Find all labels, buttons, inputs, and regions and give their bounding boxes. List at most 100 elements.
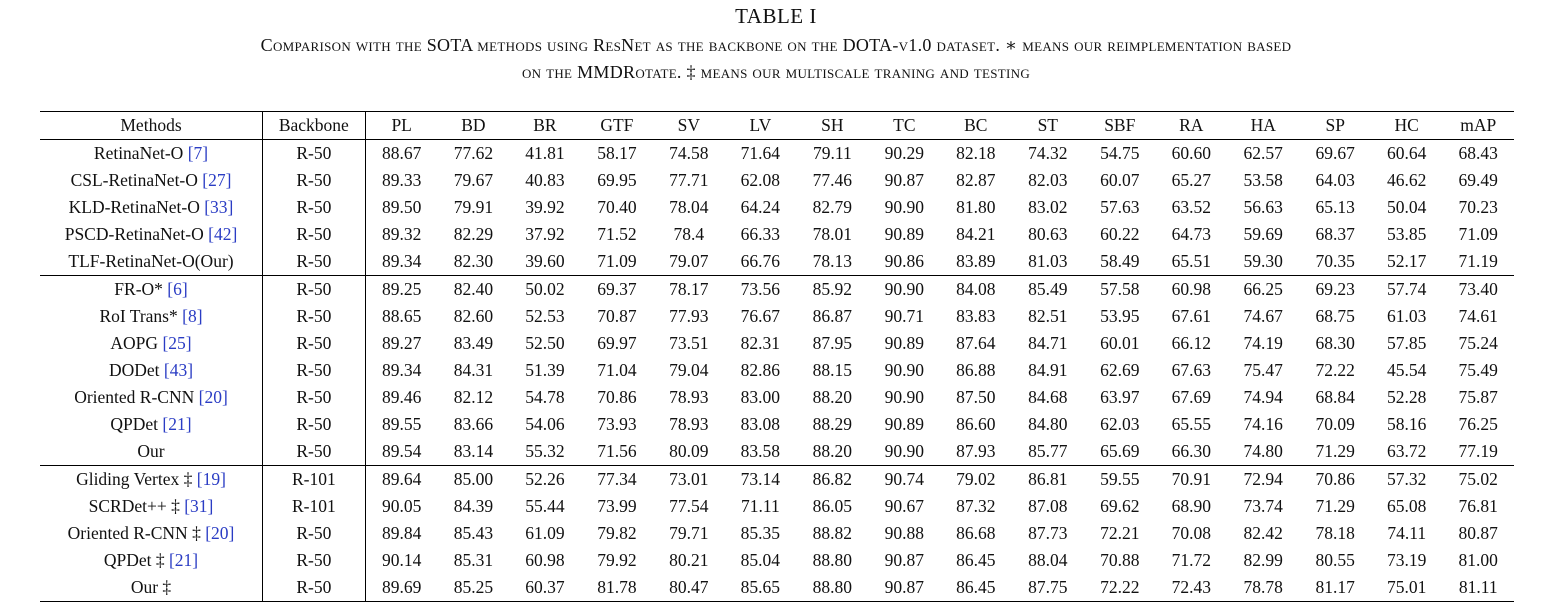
value-cell: 87.50 [956,387,996,407]
value-cell: 78.78 [1243,577,1283,597]
table-row: Oriented R-CNN ‡ [20] R-50 89.84 85.43 61.09… [40,520,1514,547]
value-cell: 90.89 [884,414,924,434]
value-cell: 79.92 [597,550,637,570]
value-cell: 60.64 [1387,143,1427,163]
value-cell: 82.12 [453,387,494,407]
value-cell: 53.95 [1100,306,1140,326]
citation-link[interactable]: [21] [168,550,199,570]
map-cell: 81.00 [1458,550,1498,570]
value-cell: 53.85 [1387,224,1427,244]
method-cell: KLD-RetinaNet-O [33] [40,194,263,221]
value-cell: 64.24 [740,197,781,217]
value-cell: 85.65 [740,577,781,597]
value-cell: 52.26 [525,469,565,489]
backbone-cell: R-50 [262,547,366,574]
method-cell: Gliding Vertex ‡ [19] [40,465,263,493]
value-cell: 90.05 [381,496,422,516]
value-cell: 85.25 [453,577,494,597]
value-cell: 74.94 [1243,387,1283,407]
value-cell: 75.01 [1387,577,1427,597]
value-cell: 88.20 [812,387,853,407]
value-cell: 71.11 [740,496,780,516]
value-cell: 83.14 [453,441,494,461]
citation-link[interactable]: [6] [167,279,188,299]
value-cell: 84.21 [956,224,996,244]
citation-link[interactable]: [25] [162,333,192,353]
value-cell: 87.64 [956,333,996,353]
citation-link[interactable]: [20] [205,523,235,543]
value-cell: 60.22 [1100,224,1140,244]
citation-link[interactable]: [21] [162,414,192,434]
table-label: TABLE I [735,4,817,28]
value-cell: 87.32 [956,496,996,516]
value-cell: 84.39 [453,496,494,516]
value-cell: 89.64 [381,469,422,489]
value-cell: 80.63 [1028,224,1068,244]
citation-link[interactable]: [42] [208,224,238,244]
value-cell: 75.47 [1243,360,1283,380]
value-cell: 86.81 [1028,469,1068,489]
value-cell: 73.01 [669,469,709,489]
map-cell: 75.24 [1458,333,1498,353]
value-cell: 78.04 [669,197,709,217]
value-cell: 72.22 [1100,577,1140,597]
map-cell: 77.19 [1458,441,1498,461]
table-row: RoI Trans* [8] R-50 88.65 82.60 52.53 70.87 77… [40,303,1514,330]
value-cell: 88.20 [812,441,853,461]
value-cell: 73.56 [740,279,781,299]
value-cell: 78.93 [669,414,709,434]
citation-link[interactable]: [43] [163,360,194,380]
backbone-cell: R-50 [262,167,366,194]
value-cell: 70.91 [1171,469,1211,489]
value-cell: 83.89 [956,251,996,271]
method-cell: RetinaNet-O [7] [40,139,263,167]
value-cell: 70.40 [597,197,637,217]
table-row: PSCD-RetinaNet-O [42] R-50 89.32 82.29 37.92… [40,221,1514,248]
value-cell: 82.60 [453,306,494,326]
map-cell: 76.25 [1458,414,1498,434]
citation-link[interactable]: [19] [196,469,226,489]
method-cell: Our ‡ [40,574,263,602]
backbone-cell: R-50 [262,520,366,547]
citation-link[interactable]: [33] [204,197,234,217]
caption-line-2: on the MMDRotate. ‡ means our multiscale… [521,62,1031,82]
value-cell: 50.02 [525,279,565,299]
citation-link[interactable]: [7] [187,143,209,163]
value-cell: 81.80 [956,197,996,217]
citation-link[interactable]: [31] [184,496,214,516]
value-cell: 80.09 [669,441,709,461]
value-cell: 69.95 [597,170,637,190]
value-cell: 90.90 [884,360,924,380]
value-cell: 89.34 [381,251,422,271]
map-cell: 81.11 [1458,577,1498,597]
citation-link[interactable]: [8] [182,306,203,326]
value-cell: 87.08 [1028,496,1068,516]
column-header: SH [821,115,844,135]
value-cell: 79.07 [669,251,709,271]
map-cell: 68.43 [1458,143,1498,163]
value-cell: 70.86 [597,387,637,407]
value-cell: 67.61 [1171,306,1211,326]
value-cell: 81.78 [597,577,637,597]
value-cell: 88.65 [381,306,422,326]
backbone-cell: R-50 [262,194,366,221]
value-cell: 78.01 [812,224,853,244]
citation-link[interactable]: [20] [198,387,228,407]
citation-link[interactable]: [27] [202,170,232,190]
value-cell: 79.91 [453,197,494,217]
value-cell: 58.17 [597,143,637,163]
value-cell: 79.82 [597,523,637,543]
column-header: Backbone [262,111,366,140]
value-cell: 88.29 [812,414,853,434]
value-cell: 60.01 [1100,333,1140,353]
method-cell: Oriented R-CNN ‡ [20] [40,520,263,547]
value-cell: 69.37 [597,279,637,299]
value-cell: 57.85 [1387,333,1427,353]
value-cell: 89.50 [381,197,422,217]
value-cell: 79.67 [453,170,494,190]
value-cell: 64.03 [1315,170,1355,190]
value-cell: 61.09 [525,523,565,543]
method-name: Our ‡ [130,577,172,597]
value-cell: 89.46 [381,387,422,407]
value-cell: 66.30 [1171,441,1211,461]
